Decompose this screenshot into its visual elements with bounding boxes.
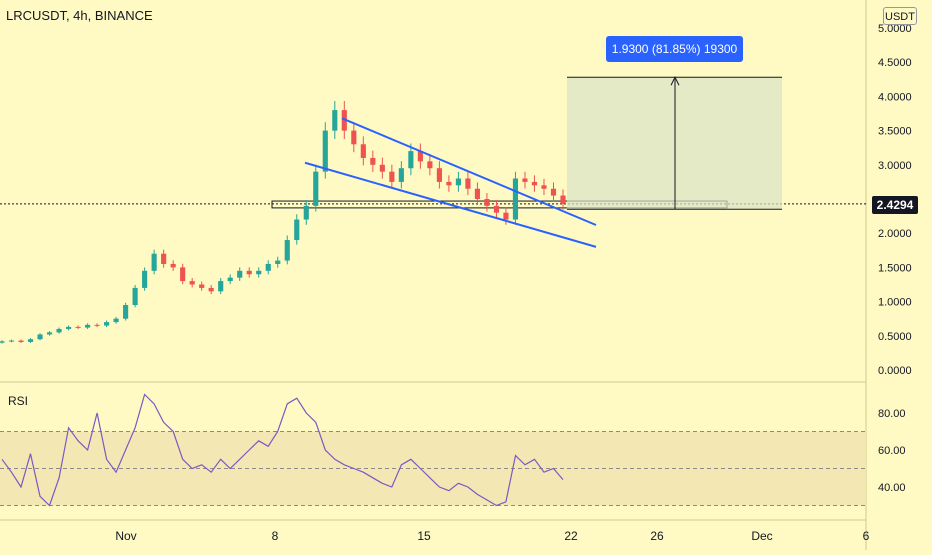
rsi-title: RSI [8,394,29,408]
currency-selector[interactable]: USDT [883,7,917,25]
candle-body [275,260,281,264]
candle-body [379,164,385,172]
candle-body [65,326,72,329]
candle-body [522,178,528,182]
candle-body [246,270,252,275]
candle-body [446,181,452,186]
candle-body [531,181,538,186]
time-tick-label: 26 [650,529,664,543]
candle-body [503,212,509,220]
price-tick-label: 1.0000 [878,297,912,309]
candle-body [85,324,91,328]
candle-body [75,326,81,328]
candle-body [123,305,129,319]
price-tick-label: 4.5000 [878,57,912,69]
candle-body [104,322,110,326]
candle-body [0,341,5,343]
candle-body [284,240,290,261]
candle-body [94,324,100,326]
last-price-badge: 2.4294 [872,196,918,214]
candle-body [408,151,414,169]
candle-body [256,270,262,275]
candle-body [512,178,519,220]
candle-body [417,151,423,162]
candle-body [436,168,442,182]
measure-label: 1.9300 (81.85%) 19300 [606,36,743,62]
candle-body [218,281,224,292]
price-tick-label: 3.0000 [878,160,912,172]
time-tick-label: 15 [417,529,431,543]
candle-body [465,178,471,189]
rsi-tick-label: 60.00 [878,445,906,457]
candle-body [303,205,309,220]
price-tick-label: 3.5000 [878,126,912,138]
candle-body [208,287,214,292]
candle-body [189,281,195,285]
price-tick-label: 1.5000 [878,262,912,274]
candle-body [427,161,433,169]
candle-body [474,188,480,199]
candle-body [455,178,461,186]
candle-body [265,263,271,271]
candle-body [560,195,566,204]
price-tick-label: 5.0000 [878,23,912,35]
candle-body [398,168,404,182]
candle-body [389,171,395,182]
rsi-line [1,393,564,507]
candle-body [351,130,357,145]
candle-body [332,110,338,131]
measure-arrow-head [670,76,680,86]
time-tick-label: Nov [115,529,136,543]
candle-body [360,144,366,158]
candle-body [161,253,167,264]
price-tick-label: 2.0000 [878,228,912,240]
candle-body [46,332,53,335]
candle-body [237,270,243,278]
wedge-lower-line [304,161,597,248]
candle-body [56,328,62,333]
time-tick-label: 6 [863,529,870,543]
rsi-tick-label: 40.00 [878,482,906,494]
candle-body [313,171,319,206]
candle-body [294,219,300,241]
candle-body [199,284,205,288]
candle-body [541,185,547,189]
candle-body [37,334,43,340]
candle-body [370,157,376,165]
wedge-upper-line [341,117,597,226]
candle-body [493,205,500,213]
candle-body [8,340,15,342]
candle-body [142,270,148,288]
candle-body [484,199,490,206]
price-tick-label: 0.0000 [878,365,912,377]
price-tick-label: 4.0000 [878,91,912,103]
candle-body [18,340,24,342]
rsi-tick-label: 80.00 [878,408,906,420]
candle-body [170,263,176,268]
time-tick-label: 22 [564,529,578,543]
symbol-title: LRCUSDT, 4h, BINANCE [6,8,153,23]
candle-body [27,339,34,342]
candle-body [322,130,328,172]
candle-body [113,318,119,323]
candle-body [227,277,233,282]
time-tick-label: Dec [751,529,772,543]
candle-body [132,287,138,306]
candle-body [180,267,186,282]
price-tick-label: 0.5000 [878,331,912,343]
candle-body [151,253,157,271]
candle-body [550,188,557,196]
time-tick-label: 8 [272,529,279,543]
